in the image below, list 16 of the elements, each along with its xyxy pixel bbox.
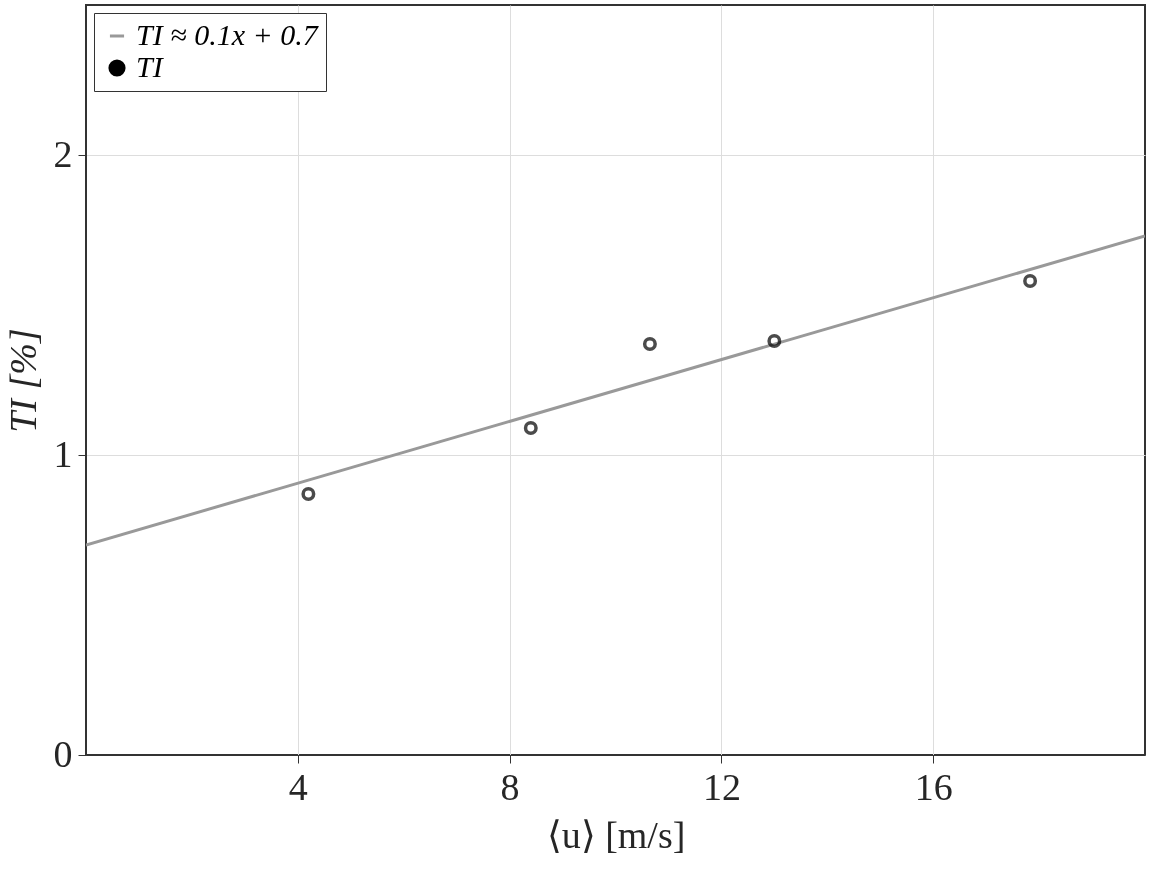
x-tick-label: 16: [914, 765, 953, 808]
legend-label: TI ≈ 0.1x + 0.7: [136, 18, 320, 51]
point: [301, 487, 316, 501]
x-tick-label: 12: [702, 765, 741, 808]
point: [642, 337, 657, 351]
point: [1023, 274, 1038, 288]
legend-label: TI: [136, 50, 165, 83]
point: [767, 334, 782, 348]
point: [523, 421, 538, 435]
x-axis-title: ⟨u⟩ [m/s]: [546, 813, 686, 856]
y-axis-title: TI [%]: [1, 328, 44, 433]
x-tick-label: 4: [288, 765, 308, 808]
y-tick-label: 0: [53, 732, 73, 775]
y-tick-label: 2: [53, 132, 73, 175]
y-tick-label: 1: [53, 432, 73, 475]
x-tick-label: 8: [500, 765, 520, 808]
